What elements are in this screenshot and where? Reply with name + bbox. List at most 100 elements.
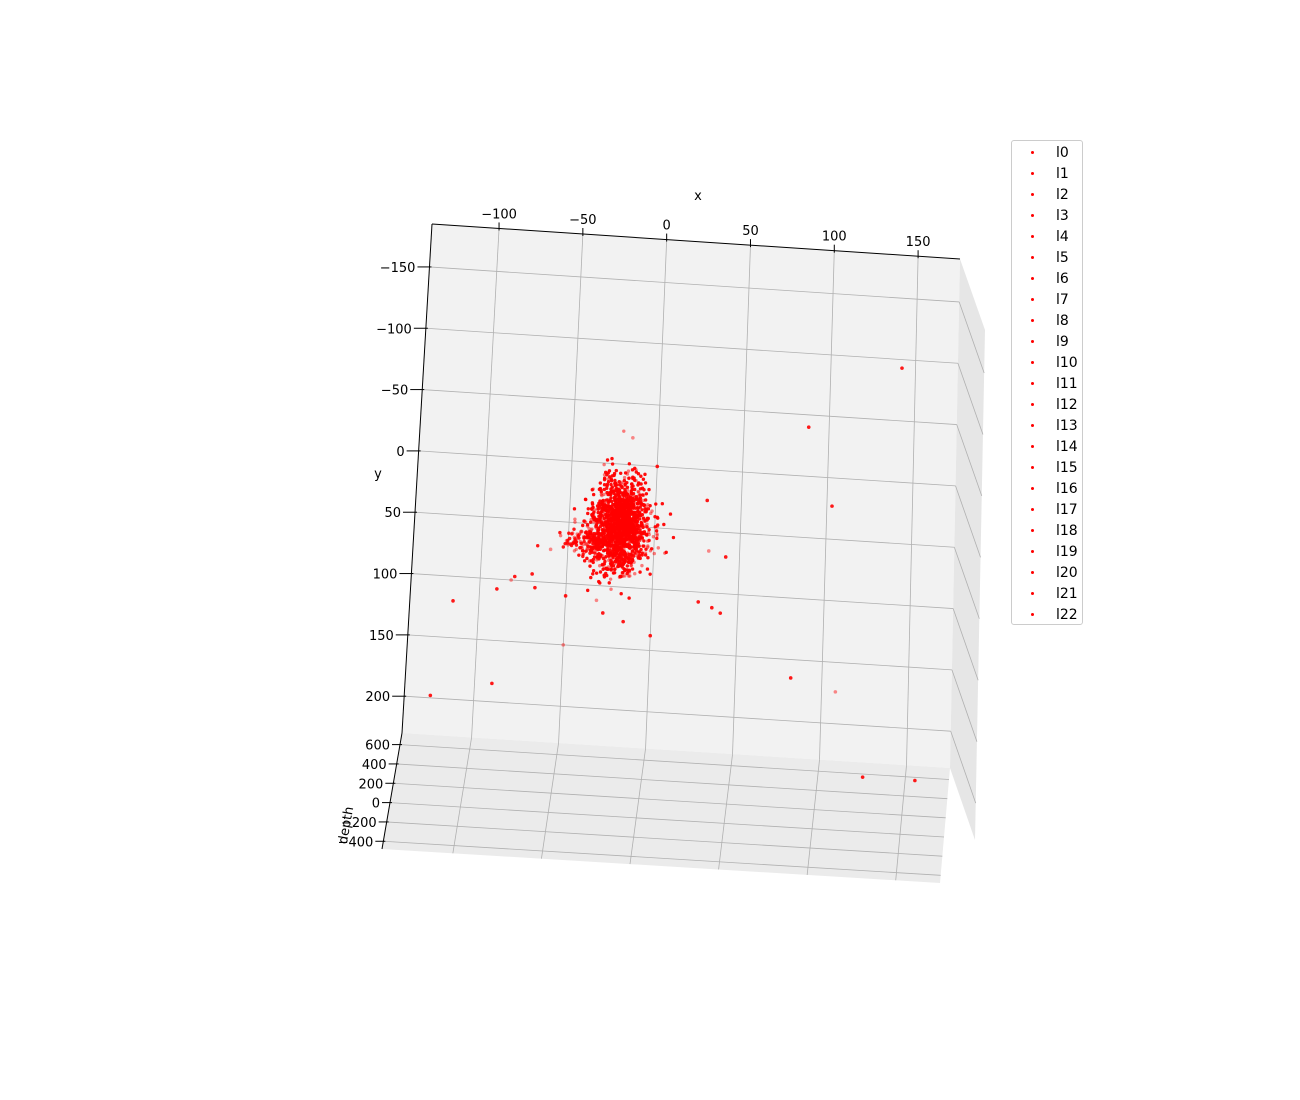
data-point — [606, 545, 610, 549]
data-point — [620, 565, 625, 570]
legend-item: l7 — [1012, 290, 1082, 311]
data-point — [606, 542, 610, 547]
data-point — [637, 513, 641, 518]
data-point — [623, 574, 627, 578]
data-point — [647, 532, 651, 537]
data-point — [622, 559, 627, 563]
y-axis-spine — [401, 223, 433, 734]
data-point — [605, 526, 610, 531]
data-point — [632, 487, 637, 492]
data-point — [627, 570, 632, 574]
data-point — [654, 529, 659, 533]
data-point — [644, 507, 649, 512]
data-point — [587, 541, 591, 545]
data-point — [636, 523, 640, 527]
data-point — [591, 572, 595, 576]
data-point — [651, 535, 656, 539]
data-point — [625, 564, 630, 568]
data-point — [574, 540, 579, 544]
data-point — [618, 554, 622, 559]
z-grid-line — [383, 840, 941, 876]
data-point — [620, 480, 624, 484]
data-point — [588, 531, 592, 535]
data-point — [584, 497, 588, 502]
x-grid-line — [819, 250, 835, 760]
data-point — [604, 505, 609, 509]
data-point — [609, 489, 613, 494]
data-point — [617, 479, 621, 484]
legend-marker — [1031, 193, 1034, 196]
data-point — [572, 507, 577, 511]
data-point — [632, 514, 637, 518]
data-point — [614, 544, 619, 549]
data-point — [623, 538, 627, 542]
legend-label: l4 — [1056, 229, 1069, 245]
data-point — [643, 553, 648, 557]
x-axis-label: x — [694, 189, 702, 204]
data-point — [428, 693, 433, 698]
y-grid-line — [414, 511, 955, 548]
legend-item: l13 — [1012, 416, 1082, 437]
side-pane — [950, 259, 985, 840]
data-point — [656, 546, 660, 550]
data-point — [606, 492, 610, 497]
data-point — [638, 505, 642, 509]
data-point — [589, 575, 593, 580]
data-point — [570, 531, 575, 535]
data-point — [622, 550, 627, 554]
z-tick-label: 600 — [365, 739, 390, 754]
y-tick-label: −50 — [381, 384, 408, 399]
data-point — [900, 366, 904, 370]
y-grid-line — [429, 266, 960, 303]
data-point — [626, 519, 630, 524]
x-axis-spine — [431, 223, 961, 260]
legend-label: l10 — [1056, 355, 1078, 371]
data-point — [592, 533, 597, 537]
y-grid-line — [404, 695, 951, 732]
data-point — [582, 550, 587, 554]
data-point — [636, 556, 641, 560]
x-grid-line — [732, 245, 751, 755]
legend-marker — [1031, 424, 1034, 427]
y-grid-line — [411, 573, 954, 609]
data-point — [610, 537, 615, 541]
data-point — [591, 492, 596, 497]
data-point — [655, 525, 659, 529]
legend-marker — [1031, 529, 1034, 532]
legend-item: l15 — [1012, 458, 1082, 479]
z-tick-label: −400 — [338, 835, 374, 850]
x-floor-grid-line — [895, 765, 907, 881]
data-point — [646, 556, 650, 560]
data-point — [638, 496, 643, 500]
z-grid-line — [389, 802, 945, 838]
data-point — [629, 497, 634, 501]
legend-label: l5 — [1056, 250, 1069, 266]
legend-label: l21 — [1056, 586, 1078, 602]
data-point — [614, 486, 618, 491]
data-point — [662, 522, 666, 527]
data-point — [634, 546, 639, 550]
data-point — [656, 516, 660, 520]
data-point — [617, 499, 622, 504]
data-point — [648, 549, 653, 553]
legend-label: l11 — [1056, 376, 1078, 392]
data-point — [602, 516, 607, 521]
data-point — [632, 478, 637, 482]
data-point — [633, 466, 637, 471]
legend-marker — [1031, 466, 1034, 469]
data-point — [625, 526, 629, 531]
data-point — [567, 536, 572, 541]
data-point — [606, 519, 610, 524]
data-point — [599, 513, 604, 517]
z-grid-line — [396, 763, 948, 800]
legend-marker — [1031, 298, 1034, 301]
z-grid-line — [386, 821, 943, 857]
side-grid-line — [950, 731, 977, 804]
data-point — [598, 518, 602, 523]
x-grid-line — [471, 228, 500, 738]
data-point — [648, 633, 653, 638]
data-point — [655, 532, 659, 536]
data-point — [602, 462, 606, 467]
data-point — [655, 536, 659, 541]
data-point — [603, 548, 607, 552]
